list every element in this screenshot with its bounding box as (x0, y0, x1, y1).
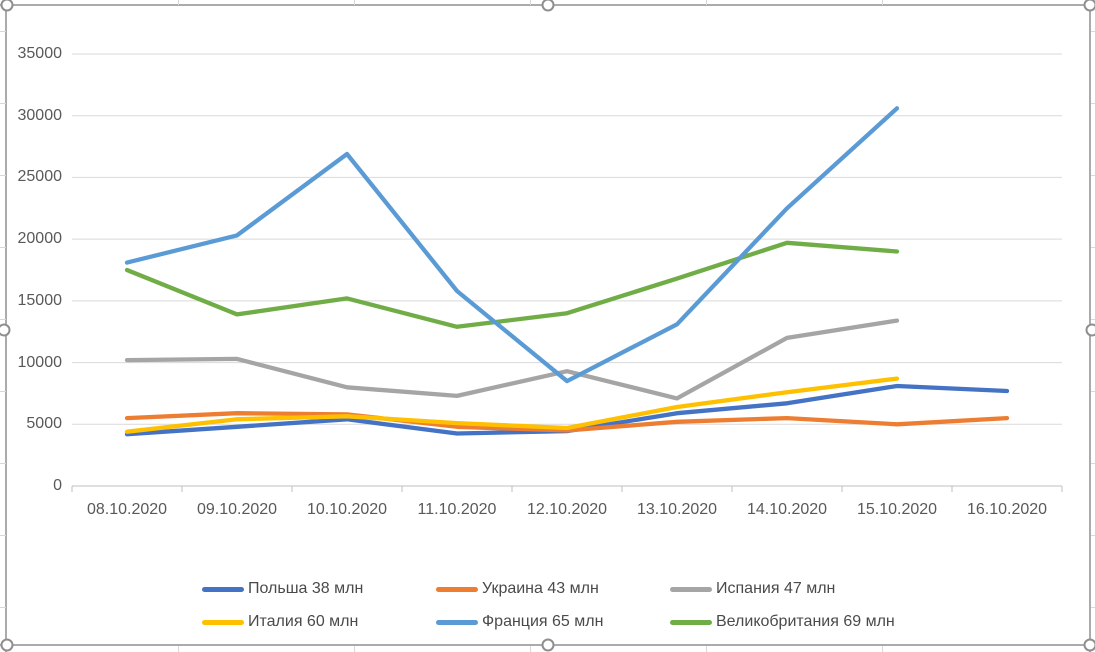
selection-handle-top-left[interactable] (0, 0, 14, 12)
x-axis-label: 08.10.2020 (86, 501, 168, 518)
excel-gridline-stub (0, 463, 6, 464)
y-axis-label: 25000 (17, 168, 63, 186)
excel-gridline-stub (354, 646, 355, 652)
series-line-3[interactable] (124, 376, 900, 434)
excel-gridline-stub (1091, 391, 1095, 392)
y-axis-label: 20000 (17, 230, 63, 248)
selection-handle-middle-left[interactable] (0, 323, 11, 337)
legend-swatch (202, 587, 244, 592)
legend-label: Великобритания 69 млн (716, 613, 895, 630)
y-axis-label: 5000 (26, 415, 62, 433)
legend-label: Испания 47 млн (716, 580, 836, 597)
legend-swatch (436, 620, 478, 625)
x-axis-label: 14.10.2020 (746, 501, 828, 518)
x-axis-label: 10.10.2020 (306, 501, 388, 518)
excel-gridline-stub (0, 535, 6, 536)
legend-label: Польша 38 млн (248, 580, 364, 597)
x-axis-label: 09.10.2020 (196, 501, 278, 518)
selection-handle-bottom-left[interactable] (0, 638, 14, 652)
selection-handle-middle-right[interactable] (1085, 323, 1095, 337)
selection-handle-bottom-right[interactable] (1083, 638, 1095, 652)
selection-handle-top-right[interactable] (1083, 0, 1095, 12)
legend-label: Украина 43 млн (482, 580, 599, 597)
excel-gridline-stub (0, 31, 6, 32)
selection-handle-top-center[interactable] (541, 0, 555, 12)
excel-gridline-stub (1091, 319, 1095, 320)
excel-gridline-stub (706, 0, 707, 5)
legend-label: Италия 60 млн (248, 613, 359, 630)
excel-gridline-stub (0, 391, 6, 392)
excel-gridline-stub (1091, 103, 1095, 104)
x-axis-label: 15.10.2020 (856, 501, 938, 518)
series-line-4[interactable] (124, 106, 900, 384)
y-axis-label: 0 (53, 477, 62, 494)
legend-swatch (436, 587, 478, 592)
excel-gridline-stub (530, 0, 531, 5)
excel-gridline-stub (530, 646, 531, 652)
legend-swatch (670, 587, 712, 592)
excel-gridline-stub (0, 247, 6, 248)
series-line-2[interactable] (124, 318, 900, 401)
excel-gridline-stub (1091, 463, 1095, 464)
chart-object[interactable] (7, 6, 1089, 644)
legend-swatch (202, 620, 244, 625)
y-axis-label: 10000 (17, 353, 63, 371)
selection-handle-bottom-center[interactable] (541, 638, 555, 652)
series-line-1[interactable] (124, 411, 1010, 433)
excel-gridline-stub (0, 319, 6, 320)
y-axis-label: 35000 (17, 45, 63, 62)
excel-gridline-stub (0, 607, 6, 608)
excel-gridline-stub (882, 0, 883, 5)
x-axis-label: 16.10.2020 (966, 501, 1048, 518)
excel-gridline-stub (1091, 607, 1095, 608)
excel-gridline-stub (0, 103, 6, 104)
excel-gridline-stub (882, 646, 883, 652)
excel-gridline-stub (178, 646, 179, 652)
y-axis-label: 15000 (17, 291, 63, 309)
legend-swatch (670, 620, 712, 625)
excel-gridline-stub (1091, 247, 1095, 248)
x-axis-label: 11.10.2020 (417, 501, 497, 518)
series-line-5[interactable] (124, 240, 900, 329)
x-axis-label: 12.10.2020 (526, 501, 608, 518)
excel-gridline-stub (706, 646, 707, 652)
excel-gridline-stub (1091, 175, 1095, 176)
excel-gridline-stub (178, 0, 179, 5)
y-axis-label: 30000 (17, 106, 63, 124)
excel-gridline-stub (354, 0, 355, 5)
legend-label: Франция 65 млн (482, 613, 604, 630)
excel-gridline-stub (1091, 535, 1095, 536)
excel-gridline-stub (0, 175, 6, 176)
x-axis-label: 13.10.2020 (636, 501, 718, 518)
excel-gridline-stub (1091, 31, 1095, 32)
